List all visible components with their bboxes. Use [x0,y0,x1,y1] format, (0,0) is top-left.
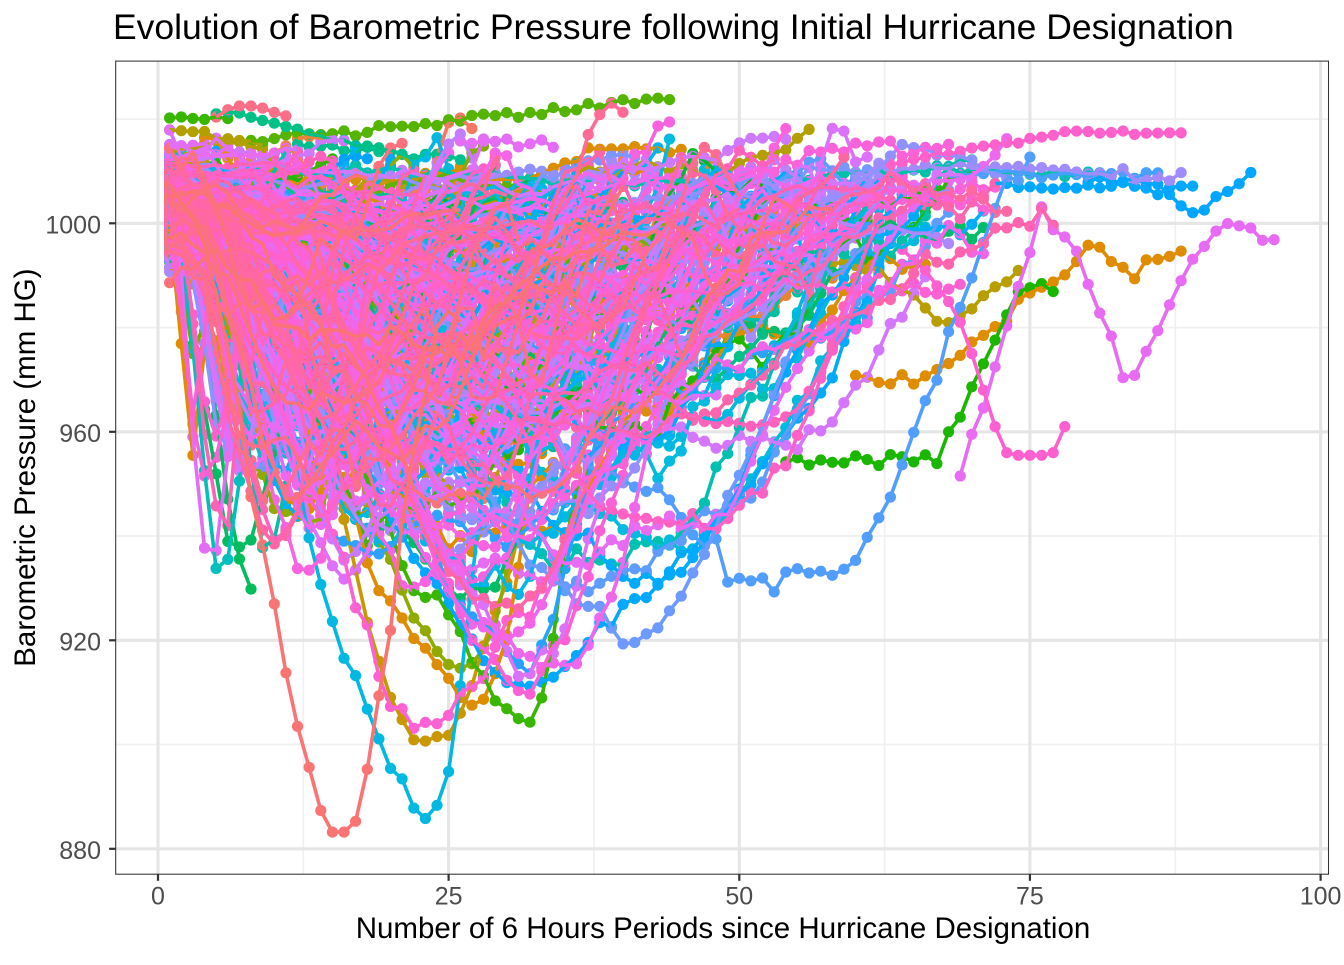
svg-text:75: 75 [1016,883,1044,911]
svg-text:1000: 1000 [45,211,101,239]
svg-text:Number of 6 Hours Periods sinc: Number of 6 Hours Periods since Hurrican… [356,912,1091,945]
svg-text:920: 920 [59,628,101,656]
svg-text:Barometric Pressure (mm HG): Barometric Pressure (mm HG) [9,268,42,666]
svg-text:100: 100 [1300,883,1342,911]
svg-text:50: 50 [725,883,753,911]
svg-text:880: 880 [59,837,101,865]
svg-text:Evolution of Barometric Pressu: Evolution of Barometric Pressure followi… [113,7,1234,47]
svg-text:25: 25 [435,883,463,911]
svg-text:0: 0 [151,883,165,911]
svg-text:960: 960 [59,420,101,448]
